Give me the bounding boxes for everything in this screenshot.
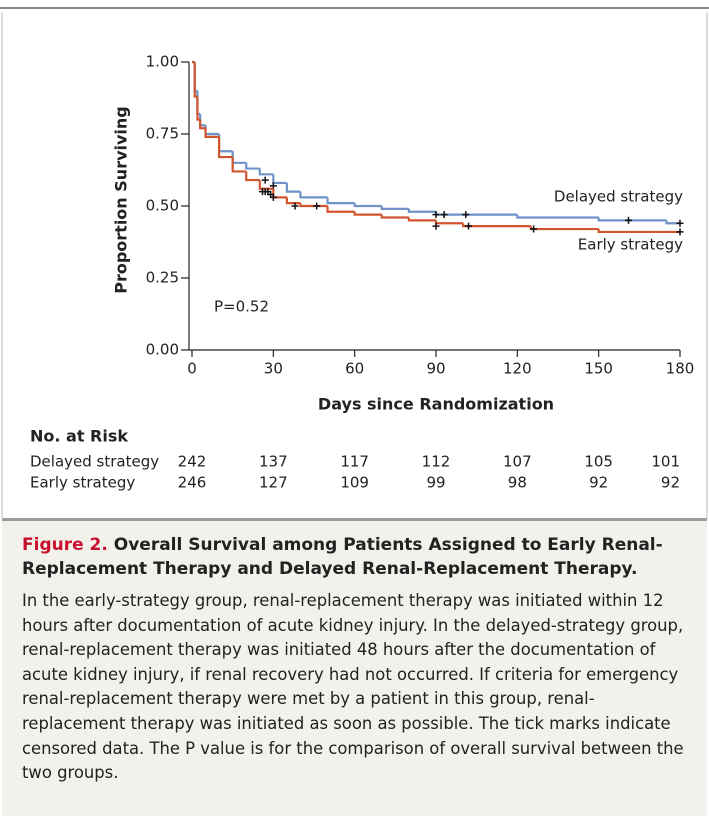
survival-step — [462, 223, 531, 228]
x-tick-label: 120 — [503, 360, 532, 378]
censor-mark — [624, 216, 632, 224]
p-value-annotation: P=0.52 — [214, 298, 269, 316]
risk-count: 92 — [589, 474, 608, 492]
survival-step — [516, 214, 599, 219]
survival-step — [199, 119, 206, 130]
censor-mark — [291, 202, 299, 210]
censor-mark — [269, 193, 277, 201]
y-axis-label: Proportion Surviving — [112, 106, 131, 294]
risk-count: 107 — [503, 453, 532, 471]
survival-step — [218, 134, 233, 153]
risk-count: 92 — [661, 474, 680, 492]
survival-step — [272, 174, 287, 185]
survival-step — [258, 180, 274, 190]
y-tick-label: 0.75 — [146, 125, 179, 143]
survival-step — [597, 217, 667, 222]
censor-mark — [465, 222, 473, 230]
survival-step — [285, 182, 301, 193]
series-label: Early strategy — [578, 236, 683, 254]
survival-step — [258, 168, 274, 176]
survival-step — [299, 191, 328, 199]
x-tick-label: 150 — [584, 360, 613, 378]
survival-step — [231, 157, 247, 173]
survival-step — [380, 206, 409, 210]
figure-label: Figure 2. — [22, 535, 108, 555]
chart: Proportion Surviving Days since Randomiz… — [0, 7, 709, 518]
survival-step — [665, 220, 680, 225]
risk-count: 112 — [422, 453, 451, 471]
x-tick-label: 60 — [345, 360, 364, 378]
survival-step — [326, 197, 355, 205]
survival-step — [353, 203, 382, 208]
survival-step — [231, 151, 247, 164]
censor-mark — [676, 228, 684, 236]
risk-count: 109 — [340, 474, 369, 492]
censor-mark — [676, 219, 684, 227]
risk-count: 98 — [508, 474, 527, 492]
censor-mark — [530, 225, 538, 233]
x-axis-label: Days since Randomization — [318, 395, 554, 414]
censor-mark — [313, 202, 321, 210]
censor-mark — [261, 176, 269, 184]
x-tick-label: 30 — [264, 360, 283, 378]
caption: Figure 2. Overall Survival among Patient… — [2, 518, 707, 816]
survival-step — [326, 206, 355, 213]
figure-title: Overall Survival among Patients Assigned… — [22, 535, 663, 579]
survival-step — [204, 125, 220, 136]
survival-step — [434, 211, 518, 216]
survival-step — [597, 229, 680, 234]
risk-count: 246 — [178, 474, 207, 492]
survival-step — [245, 162, 260, 170]
y-tick-label: 0.00 — [146, 341, 179, 359]
censor-mark — [462, 211, 470, 219]
caption-text: In the early-strategy group, renal-repla… — [22, 591, 684, 783]
risk-count: 99 — [426, 474, 445, 492]
censor-mark — [432, 222, 440, 230]
survival-step — [204, 128, 220, 138]
risk-count: 117 — [340, 453, 369, 471]
x-tick-label: 90 — [426, 360, 445, 378]
survival-step — [272, 188, 287, 199]
risk-count: 127 — [259, 474, 288, 492]
survival-step — [407, 208, 436, 213]
survival-step — [407, 217, 436, 222]
caption-heading: Figure 2. Overall Survival among Patient… — [22, 533, 693, 581]
survival-step — [285, 197, 301, 205]
risk-row-name: Delayed strategy — [30, 453, 159, 471]
censor-mark — [432, 211, 440, 219]
y-tick-label: 0.50 — [146, 197, 179, 215]
risk-count: 242 — [178, 453, 207, 471]
risk-count: 137 — [259, 453, 288, 471]
survival-step — [353, 211, 382, 216]
y-tick-label: 0.25 — [146, 269, 179, 287]
survival-step — [529, 226, 599, 231]
risk-count: 101 — [651, 453, 680, 471]
series-label: Delayed strategy — [554, 188, 683, 206]
x-tick-label: 180 — [666, 360, 695, 378]
x-tick-label: 0 — [187, 360, 197, 378]
risk-table-title: No. at Risk — [30, 427, 128, 446]
survival-step — [218, 136, 233, 159]
risk-count: 105 — [584, 453, 613, 471]
survival-step — [380, 214, 409, 219]
y-tick-label: 1.00 — [146, 53, 179, 71]
risk-row-name: Early strategy — [30, 474, 135, 492]
censor-mark — [440, 211, 448, 219]
survival-step — [434, 220, 464, 225]
survival-step — [245, 171, 260, 182]
